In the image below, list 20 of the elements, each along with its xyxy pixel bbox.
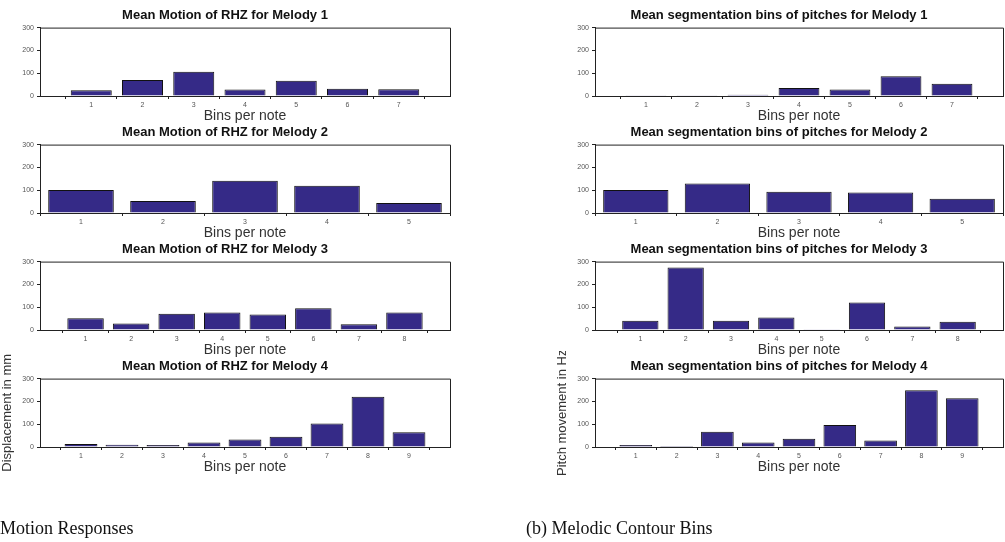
chart-title: Mean Motion of RHZ for Melody 4 xyxy=(122,358,329,374)
x-axis-title: Bins per note xyxy=(203,107,287,124)
text: (b) Melodic Contour Bins xyxy=(526,518,713,539)
chart-title: Mean Motion of RHZ for Melody 3 xyxy=(122,241,328,257)
chart-title: Mean segmentation bins of pitches for Melody 3 xyxy=(630,241,928,257)
y-axis-title: Displacement in mm xyxy=(0,353,15,472)
x-axis-title: Bins per note xyxy=(203,341,287,358)
x-axis-title: Bins per note xyxy=(757,224,841,241)
chart-title: Mean Motion of RHZ for Melody 1 xyxy=(122,7,328,23)
x-axis-title: Bins per note xyxy=(757,341,841,358)
x-axis-title: Bins per note xyxy=(757,107,841,124)
y-axis-title: Pitch movement in Hz xyxy=(554,349,570,477)
chart-title: Mean segmentation bins of pitches for Melody 2 xyxy=(630,124,928,140)
x-axis-title: Bins per note xyxy=(757,458,841,475)
text: Motion Responses xyxy=(0,518,134,539)
chart-title: Mean segmentation bins of pitches for Melody 1 xyxy=(630,7,928,23)
chart-title: Mean segmentation bins of pitches for Melody 4 xyxy=(630,358,929,374)
x-axis-title: Bins per note xyxy=(203,458,287,475)
chart-title: Mean Motion of RHZ for Melody 2 xyxy=(122,124,328,140)
x-axis-title: Bins per note xyxy=(203,224,287,241)
